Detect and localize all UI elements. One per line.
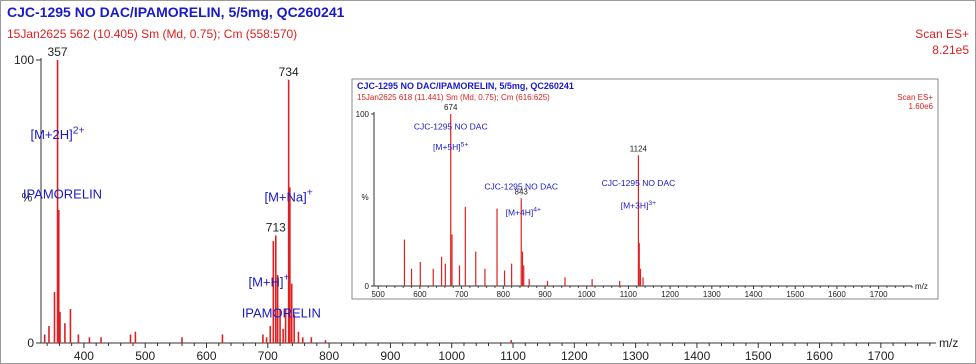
x-axis-label: m/z [939,336,958,350]
peak-annotation-a4: [M+H]+ [248,273,289,290]
x-tick-label: 1100 [500,349,526,363]
inset-title: CJC-1295 NO DAC/IPAMORELIN, 5/5mg, QC260… [357,81,574,91]
y-tick-label: 100 [14,53,34,67]
inset-base-peak-intensity: 1.60e6 [909,102,934,111]
x-tick-label: 700 [258,349,278,363]
y-tick-label: 0 [27,336,34,350]
peak-annotation-a4-charge: + [284,273,290,284]
y-tick-label: 0 [365,282,370,291]
x-tick-label: 1200 [561,349,588,363]
x-tick-label: 1500 [745,349,772,363]
x-tick-label: 1400 [745,290,763,299]
y-axis-label: % [22,191,33,205]
inset-spectrum: 0 100% 500 600 700 800 900 1000 1100 1200 1300 1400… [356,103,928,299]
scan-info: 15Jan2625 562 (10.405) Sm (Md, 0.75); Cm… [7,27,298,41]
peak-annotation-a5-text: IPAMORELIN [242,306,321,321]
x-tick-label: 500 [371,290,385,299]
x-tick-label: 1600 [806,349,833,363]
x-tick-label: 800 [497,290,511,299]
peak-annotation-b2: [M+5H]5+ [433,141,468,152]
x-tick-label: 1000 [438,349,465,363]
x-tick-label: 500 [135,349,155,363]
peak-annotation-b2-charge: 5+ [461,141,469,148]
peak-label: 734 [279,65,299,79]
x-tick-label: 900 [380,349,400,363]
base-peak-intensity: 8.21e5 [932,43,969,57]
peak-annotation-b5: CJC-1295 NO DAC [602,178,676,188]
peak-annotation-a2-text: IPAMORELIN [23,187,102,202]
peak-label: 357 [48,45,68,59]
peak-annotation-a3-charge: + [307,188,313,199]
peak-annotation-b4-charge: 4+ [533,207,541,214]
peak-annotation-b3: CJC-1295 NO DAC [484,182,558,192]
x-tick-label: 1500 [786,290,804,299]
x-tick-label: 800 [319,349,339,363]
y-tick-label: 100 [356,110,370,119]
peak-annotation-a1-text: [M+2H] [30,127,72,142]
peak-annotation-b6: [M+3H]3+ [621,200,656,211]
peak-annotation-a1-charge: 2+ [73,125,85,136]
x-tick-label: 1400 [684,349,711,363]
peak-annotation-a5: IPAMORELIN [242,306,321,321]
peak-annotation-b4-text: [M+4H] [506,207,534,217]
spectrum-title: CJC-1295 NO DAC/IPAMORELIN, 5/5mg, QC260… [7,4,345,20]
peak-annotation-b3-text: CJC-1295 NO DAC [484,182,558,192]
y-axis-label: % [361,193,368,202]
peak-annotation-b5-text: CJC-1295 NO DAC [602,178,676,188]
peak-label: 843 [515,187,529,196]
x-tick-label: 1100 [620,290,638,299]
x-tick-label: 1700 [867,349,894,363]
inset-scan-mode: Scan ES+ [897,93,933,102]
x-axis-label: m/z [915,282,928,291]
x-tick-label: 1200 [661,290,679,299]
peak-annotation-a2: IPAMORELIN [23,187,102,202]
peak-label: 1124 [630,144,648,153]
x-tick-label: 400 [74,349,94,363]
peak-annotation-a4-text: [M+H] [248,274,283,289]
x-tick-label: 1000 [578,290,596,299]
x-tick-label: 1600 [828,290,846,299]
x-tick-label: 600 [413,290,427,299]
x-tick-label: 600 [196,349,216,363]
peak-annotation-a3: [M+Na]+ [264,188,312,205]
x-tick-label: 1300 [622,349,649,363]
peak-annotation-a3-text: [M+Na] [264,190,306,205]
peak-label: 713 [266,220,286,234]
x-tick-label: 1700 [870,290,888,299]
peak-annotation-b6-charge: 3+ [648,200,656,207]
peak-annotation-b1-text: CJC-1295 NO DAC [414,121,488,131]
inset-panel [351,78,939,300]
scan-mode: Scan ES+ [915,27,969,41]
peak-annotation-a1: [M+2H]2+ [30,125,84,142]
peak-annotation-b1: CJC-1295 NO DAC [414,121,488,131]
peak-label: 674 [444,103,458,112]
peak-annotation-b4: [M+4H]4+ [506,207,541,218]
peak-annotation-b6-text: [M+3H] [621,201,649,211]
x-tick-label: 1300 [703,290,721,299]
peak-annotation-b2-text: [M+5H] [433,142,461,152]
x-tick-label: 900 [538,290,552,299]
inset-scan-info: 15Jan2625 618 (11.441) Sm (Md, 0.75); Cm… [357,93,550,102]
x-tick-label: 700 [455,290,469,299]
